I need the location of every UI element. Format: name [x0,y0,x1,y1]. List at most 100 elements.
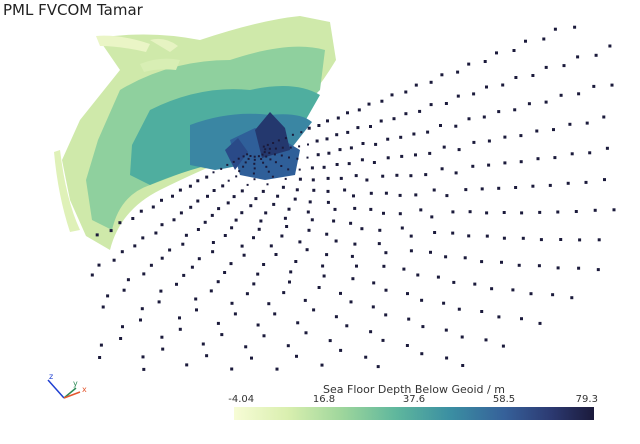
mesh-node [419,208,423,212]
mesh-node [238,170,241,173]
mesh-node [288,280,291,284]
mesh-node [267,302,271,306]
mesh-node [310,218,314,222]
mesh-node [343,188,347,192]
axis-z-label: z [49,372,53,381]
mesh-node [226,163,229,166]
mesh-node [360,227,364,231]
mesh-node [253,178,256,181]
mesh-node [172,218,176,222]
mesh-node [542,37,546,41]
mesh-node [513,108,517,112]
mesh-node [307,126,311,130]
mesh-node [264,148,267,151]
mesh-node [201,342,205,346]
mesh-node [262,161,265,164]
mesh-node [118,221,122,225]
mesh-node [263,151,266,154]
mesh-node [538,321,542,325]
mesh-node [608,44,612,48]
mesh-node [334,315,338,319]
mesh-node [467,117,471,121]
mesh-node [482,115,486,119]
mesh-node [157,300,161,304]
colorbar-tick-label: -4.04 [228,394,255,405]
mesh-node [497,186,501,190]
mesh-node [220,167,223,170]
mesh-node [406,292,409,296]
mesh-node [280,165,283,167]
mesh-node [432,188,436,192]
mesh-node [280,154,283,157]
mesh-node [120,250,124,254]
mesh-node [390,93,394,97]
mesh-node [244,345,248,349]
mesh-node [247,157,250,160]
mesh-node [325,232,329,236]
mesh-node [416,273,420,277]
mesh-node [229,262,233,266]
mesh-node [182,273,186,277]
mesh-node [400,154,404,158]
mesh-node [90,273,94,277]
mesh-node [154,231,158,235]
mesh-node [250,356,253,360]
mesh-node [420,298,424,302]
mesh-node [184,233,188,237]
mesh-node [537,264,541,268]
mesh-node [271,175,274,178]
mesh-node [452,280,456,284]
mesh-node [260,158,263,160]
mesh-node [212,171,215,174]
mesh-node [273,312,277,316]
mesh-node [328,339,332,343]
mesh-node [566,181,570,185]
mesh-node [269,158,272,161]
mesh-node [364,355,368,359]
mesh-node [289,270,293,274]
mesh-node [414,193,418,197]
mesh-node [480,310,484,313]
mesh-node [346,130,350,134]
mesh-node [295,188,299,192]
mesh-node [457,307,461,311]
mesh-node [576,55,580,59]
mesh-node [519,134,523,138]
mesh-node [317,124,321,127]
mesh-node [473,282,477,286]
mesh-node [246,183,249,186]
mesh-node [380,99,384,103]
mesh-node [230,301,234,305]
mesh-node [440,73,444,77]
mesh-node [296,321,300,325]
mesh-node [556,210,560,214]
mesh-node [412,132,416,136]
mesh-node [274,161,277,164]
mesh-node [257,155,260,158]
mesh-node [577,266,581,270]
mesh-node [514,76,518,79]
mesh-node [529,292,533,296]
mesh-node [402,267,406,271]
mesh-node [185,363,189,367]
mesh-node [252,172,255,175]
mesh-node [195,308,198,312]
mesh-node [245,292,249,296]
mesh-node [485,85,488,89]
mesh-node [230,367,234,371]
mesh-node [352,194,355,198]
mesh-node [405,344,409,347]
mesh-node [298,168,301,171]
mesh-node [216,280,220,284]
mesh-node [282,291,286,295]
mesh-node [212,189,216,192]
mesh-node [592,84,596,88]
mesh-node [257,227,261,231]
mesh-node [374,142,378,146]
mesh-node [196,199,200,203]
mesh-node [463,256,467,260]
mesh-node [409,249,413,253]
mesh-node [289,146,292,149]
mesh-node [503,161,507,165]
